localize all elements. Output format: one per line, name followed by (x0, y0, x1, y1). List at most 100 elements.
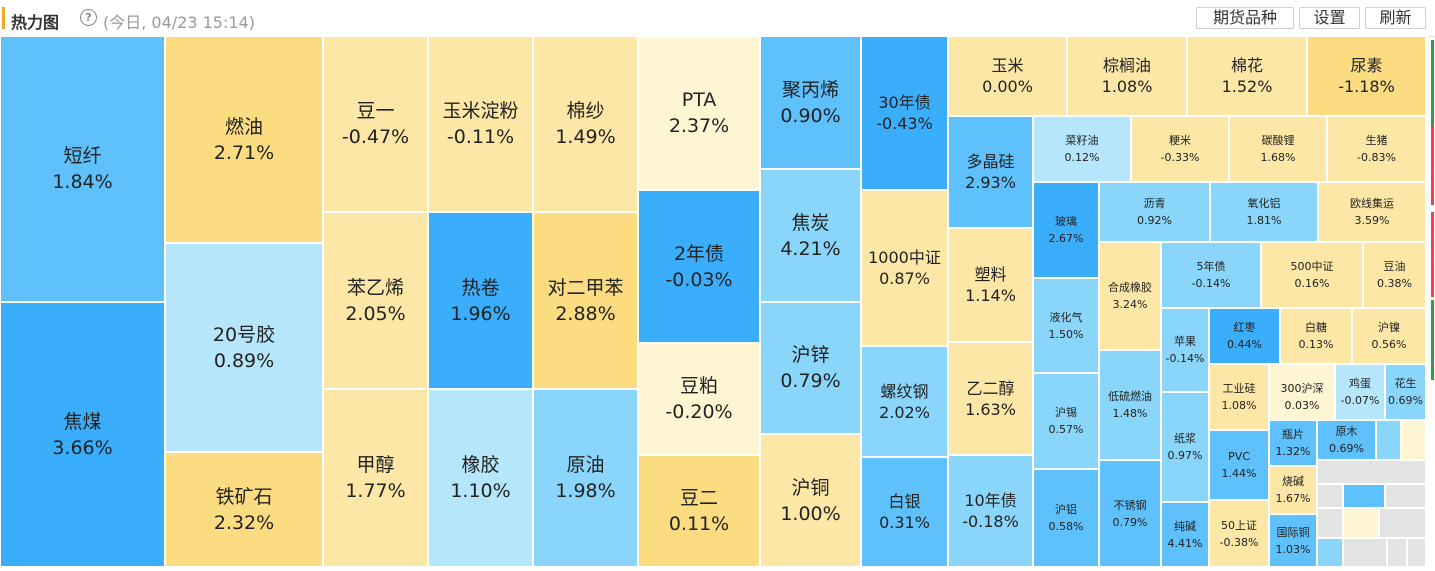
heatmap-tile[interactable]: 500中证 0.16% (1261, 242, 1363, 308)
tile-name: 燃油 (224, 115, 263, 138)
heatmap-tile[interactable]: 豆二 0.11% (638, 455, 760, 567)
heatmap-tile[interactable]: 5年债 -0.14% (1161, 242, 1261, 308)
tile-name: 2年债 (673, 242, 725, 265)
tile-change: 0.89% (213, 349, 275, 372)
heatmap-tile[interactable]: 菜籽油 0.12% (1033, 116, 1131, 182)
heatmap-tile[interactable]: 液化气 1.50% (1033, 278, 1099, 373)
heatmap-tile[interactable]: 苯乙烯 2.05% (323, 212, 428, 389)
help-icon[interactable]: ? (80, 9, 97, 26)
heatmap-tile[interactable]: 氧化铝 1.81% (1210, 182, 1318, 242)
heatmap-tile[interactable]: 沪镍 0.56% (1352, 308, 1426, 364)
tile-change: 1.81% (1246, 214, 1282, 227)
heatmap-empty-tile (1385, 484, 1426, 508)
heatmap-tile[interactable]: 棉纱 1.49% (533, 36, 638, 212)
heatmap-tile[interactable]: 低硫燃油 1.48% (1099, 350, 1161, 460)
tile-change: 3.24% (1112, 298, 1148, 311)
tile-change: 0.90% (780, 104, 841, 127)
tile-name: 豆油 (1383, 260, 1406, 273)
heatmap-tile[interactable]: 焦煤 3.66% (0, 302, 165, 567)
heatmap-tile[interactable]: 聚丙烯 0.90% (760, 36, 861, 169)
heatmap-tile[interactable]: 50上证 -0.38% (1209, 500, 1269, 567)
heatmap-tile[interactable]: 沪锡 0.57% (1033, 373, 1099, 469)
refresh-button[interactable]: 刷新 (1365, 7, 1426, 29)
heatmap-tile[interactable]: 欧线集运 3.59% (1318, 182, 1426, 242)
side-indicator-green (1431, 40, 1434, 170)
heatmap-tile[interactable]: 铁矿石 2.32% (165, 452, 323, 567)
tile-name: 塑料 (974, 265, 1007, 284)
tile-name: 工业硅 (1222, 382, 1256, 395)
heatmap-tile[interactable]: 原油 1.98% (533, 389, 638, 567)
heatmap-tile[interactable]: 玉米淀粉 -0.11% (428, 36, 533, 212)
heatmap-tile[interactable]: 国际铜 1.03% (1269, 514, 1317, 567)
heatmap-tile[interactable]: 豆一 -0.47% (323, 36, 428, 212)
futures-category-button[interactable]: 期货品种 (1196, 7, 1294, 29)
heatmap-tile[interactable]: 尿素 -1.18% (1307, 36, 1426, 116)
heatmap-tile[interactable]: 10年债 -0.18% (948, 455, 1033, 567)
heatmap-tile[interactable]: 白银 0.31% (861, 457, 948, 567)
heatmap-tile[interactable]: 工业硅 1.08% (1209, 364, 1269, 430)
tile-change: 1.08% (1221, 399, 1257, 412)
heatmap-tile[interactable]: 短纤 1.84% (0, 36, 165, 302)
heatmap-tile[interactable]: 300沪深 0.03% (1269, 364, 1335, 430)
tile-name: 鸡蛋 (1349, 377, 1371, 390)
heatmap-tile[interactable]: 乙二醇 1.63% (948, 342, 1033, 455)
tile-name: 焦炭 (791, 211, 830, 234)
heatmap-tile[interactable]: 20号胶 0.89% (165, 243, 323, 452)
heatmap-tile[interactable]: 玉米 0.00% (948, 36, 1067, 116)
tile-name: 花生 (1394, 377, 1417, 390)
heatmap-tile[interactable]: 碳酸锂 1.68% (1229, 116, 1327, 182)
heatmap-tile[interactable]: 沪锌 0.79% (760, 302, 861, 434)
tile-change: 0.31% (879, 513, 930, 532)
heatmap-tile[interactable]: 烧碱 1.67% (1269, 466, 1317, 514)
heatmap-tile[interactable]: 沪铜 1.00% (760, 434, 861, 567)
heatmap-tile[interactable]: 2年债 -0.03% (638, 190, 760, 343)
heatmap-tile[interactable]: 螺纹钢 2.02% (861, 346, 948, 457)
tile-name: 豆二 (679, 487, 718, 509)
heatmap-tile[interactable]: 苹果 -0.14% (1161, 308, 1209, 392)
heatmap-tile[interactable]: PVC 1.44% (1209, 430, 1269, 500)
heatmap-tile[interactable]: 豆油 0.38% (1363, 242, 1426, 308)
tile-change: 1.32% (1275, 445, 1311, 458)
heatmap-tile[interactable]: 纸浆 0.97% (1161, 392, 1209, 502)
tile-change: 0.38% (1377, 277, 1412, 290)
heatmap-tile[interactable]: 棕榈油 1.08% (1067, 36, 1187, 116)
settings-button[interactable]: 设置 (1299, 7, 1360, 29)
tile-name: 300沪深 (1280, 382, 1324, 395)
heatmap-tile[interactable]: 多晶硅 2.93% (948, 116, 1033, 228)
tile-name: 1000中证 (868, 248, 941, 267)
tile-change: -0.33% (1160, 151, 1200, 164)
heatmap-tile[interactable]: 1000中证 0.87% (861, 190, 948, 346)
tile-name: PVC (1228, 450, 1250, 463)
heatmap-tile[interactable]: 鸡蛋 -0.07% (1335, 364, 1385, 420)
heatmap-tile[interactable]: 红枣 0.44% (1209, 308, 1280, 364)
heatmap-tile[interactable]: 白糖 0.13% (1280, 308, 1352, 364)
tile-change: -1.18% (1338, 77, 1395, 96)
heatmap-tile[interactable]: 塑料 1.14% (948, 228, 1033, 342)
heatmap-tile[interactable]: 沥青 0.92% (1099, 182, 1210, 242)
tile-change: 0.69% (1329, 442, 1364, 455)
heatmap-tile[interactable]: 棉花 1.52% (1187, 36, 1307, 116)
heatmap-tile[interactable]: 花生 0.69% (1385, 364, 1426, 420)
heatmap-tile[interactable]: 不锈钢 0.79% (1099, 460, 1161, 567)
heatmap-tile[interactable]: 热卷 1.96% (428, 212, 533, 389)
tile-name: 液化气 (1049, 310, 1083, 324)
heatmap-tile[interactable]: 甲醇 1.77% (323, 389, 428, 567)
heatmap-tile[interactable]: 燃油 2.71% (165, 36, 323, 243)
heatmap-empty-tile (1317, 538, 1343, 567)
heatmap-tile[interactable]: 玻璃 2.67% (1033, 182, 1099, 278)
heatmap-tile[interactable]: 生猪 -0.83% (1327, 116, 1426, 182)
heatmap-tile[interactable]: 豆粕 -0.20% (638, 343, 760, 455)
heatmap-tile[interactable]: 橡胶 1.10% (428, 389, 533, 567)
heatmap-tile[interactable]: 瓶片 1.32% (1269, 420, 1317, 466)
tile-name: 沪锡 (1055, 406, 1077, 419)
heatmap-tile[interactable]: 沪铝 0.58% (1033, 469, 1099, 567)
heatmap-tile[interactable]: 对二甲苯 2.88% (533, 212, 638, 389)
heatmap-tile[interactable]: 30年债 -0.43% (861, 36, 948, 190)
heatmap-tile[interactable]: PTA 2.37% (638, 36, 760, 190)
heatmap-tile[interactable]: 粳米 -0.33% (1131, 116, 1229, 182)
heatmap-tile[interactable]: 纯碱 4.41% (1161, 502, 1209, 567)
heatmap-tile[interactable]: 焦炭 4.21% (760, 169, 861, 302)
tile-change: -0.20% (665, 401, 733, 423)
heatmap-tile[interactable]: 原木 0.69% (1317, 420, 1376, 460)
heatmap-tile[interactable]: 合成橡胶 3.24% (1099, 242, 1161, 350)
